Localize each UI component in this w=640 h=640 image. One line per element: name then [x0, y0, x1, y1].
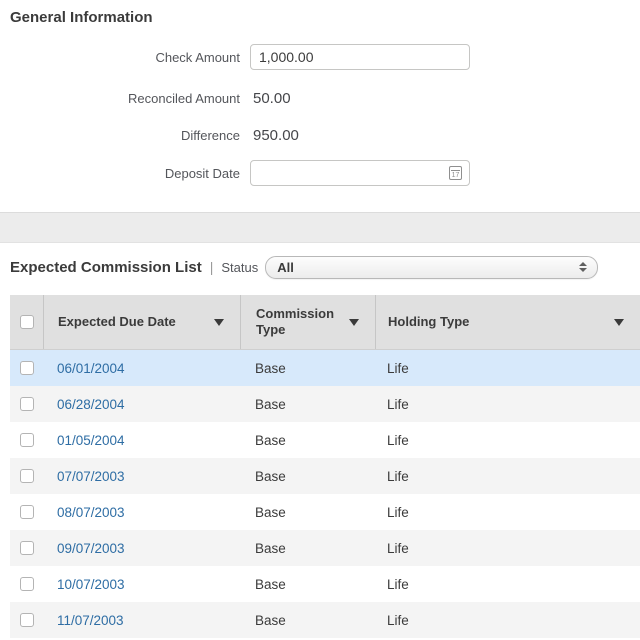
holding-type-cell: Life [387, 540, 409, 556]
header-expected-due-date: Expected Due Date [43, 295, 240, 349]
deposit-date-input[interactable] [250, 160, 470, 186]
holding-type-cell: Life [387, 504, 409, 520]
deposit-date-row: Deposit Date 17 [0, 160, 470, 186]
select-arrows-icon [579, 262, 588, 272]
general-information-title: General Information [10, 9, 153, 26]
table-row: 09/07/2003 Base Life [10, 530, 640, 566]
holding-type-cell: Life [387, 576, 409, 592]
title-separator: | [209, 259, 214, 275]
row-checkbox[interactable] [19, 397, 34, 411]
table-row: 06/01/2004 Base Life [10, 350, 640, 386]
due-date-link[interactable]: 10/07/2003 [57, 576, 125, 592]
commission-list-title: Expected Commission List [10, 258, 202, 276]
row-checkbox[interactable] [19, 505, 34, 519]
section-divider [0, 212, 640, 243]
difference-label: Difference [180, 127, 240, 143]
row-checkbox[interactable] [19, 541, 34, 555]
table-row: 11/07/2003 Base Life [10, 602, 640, 638]
commission-table: Expected Due Date Commission Type Holdin… [10, 295, 640, 638]
header-checkbox-cell [10, 295, 43, 349]
table-row: 10/07/2003 Base Life [10, 566, 640, 602]
header-commission-type: Commission Type [240, 295, 375, 349]
check-amount-input[interactable] [250, 44, 470, 70]
status-selected-value: All [277, 259, 294, 275]
reconciled-amount-value: 50.00 [253, 89, 291, 107]
header-holding-type: Holding Type [375, 295, 640, 349]
status-select[interactable]: All [265, 255, 599, 279]
deposit-date-label: Deposit Date [164, 165, 240, 181]
holding-type-cell: Life [387, 612, 409, 628]
table-row: 01/05/2004 Base Life [10, 422, 640, 458]
commission-type-cell: Base [255, 540, 286, 556]
table-row: 07/07/2003 Base Life [10, 458, 640, 494]
row-checkbox[interactable] [19, 577, 34, 591]
row-checkbox[interactable] [19, 613, 34, 627]
table-row: 08/07/2003 Base Life [10, 494, 640, 530]
commission-type-cell: Base [255, 360, 286, 376]
reconciled-amount-label: Reconciled Amount [127, 90, 240, 106]
holding-type-cell: Life [387, 396, 409, 412]
calendar-icon[interactable]: 17 [449, 166, 462, 180]
difference-value: 950.00 [253, 126, 299, 144]
row-checkbox[interactable] [19, 433, 34, 447]
status-label: Status [221, 259, 259, 275]
commission-type-cell: Base [255, 576, 286, 592]
holding-type-cell: Life [387, 468, 409, 484]
difference-row: Difference 950.00 [0, 124, 299, 146]
filter-icon[interactable] [349, 318, 359, 326]
due-date-link[interactable]: 08/07/2003 [57, 504, 125, 520]
table-header-row: Expected Due Date Commission Type Holdin… [10, 295, 640, 350]
due-date-link[interactable]: 01/05/2004 [57, 432, 125, 448]
select-all-checkbox[interactable] [19, 315, 34, 329]
holding-type-cell: Life [387, 360, 409, 376]
check-amount-label: Check Amount [155, 49, 240, 65]
filter-icon[interactable] [214, 318, 224, 326]
table-row: 06/28/2004 Base Life [10, 386, 640, 422]
row-checkbox[interactable] [19, 469, 34, 483]
filter-icon[interactable] [614, 318, 624, 326]
due-date-link[interactable]: 06/01/2004 [57, 360, 125, 376]
commission-type-cell: Base [255, 396, 286, 412]
holding-type-cell: Life [387, 432, 409, 448]
row-checkbox[interactable] [19, 361, 34, 375]
due-date-link[interactable]: 07/07/2003 [57, 468, 125, 484]
commission-type-cell: Base [255, 468, 286, 484]
commission-type-cell: Base [255, 612, 286, 628]
commission-type-cell: Base [255, 504, 286, 520]
check-amount-row: Check Amount [0, 44, 470, 70]
commission-list-header: Expected Commission List | Status All [10, 253, 599, 281]
due-date-link[interactable]: 09/07/2003 [57, 540, 125, 556]
due-date-link[interactable]: 11/07/2003 [57, 612, 124, 628]
due-date-link[interactable]: 06/28/2004 [57, 396, 125, 412]
commission-type-cell: Base [255, 432, 286, 448]
reconciled-amount-row: Reconciled Amount 50.00 [0, 87, 291, 109]
